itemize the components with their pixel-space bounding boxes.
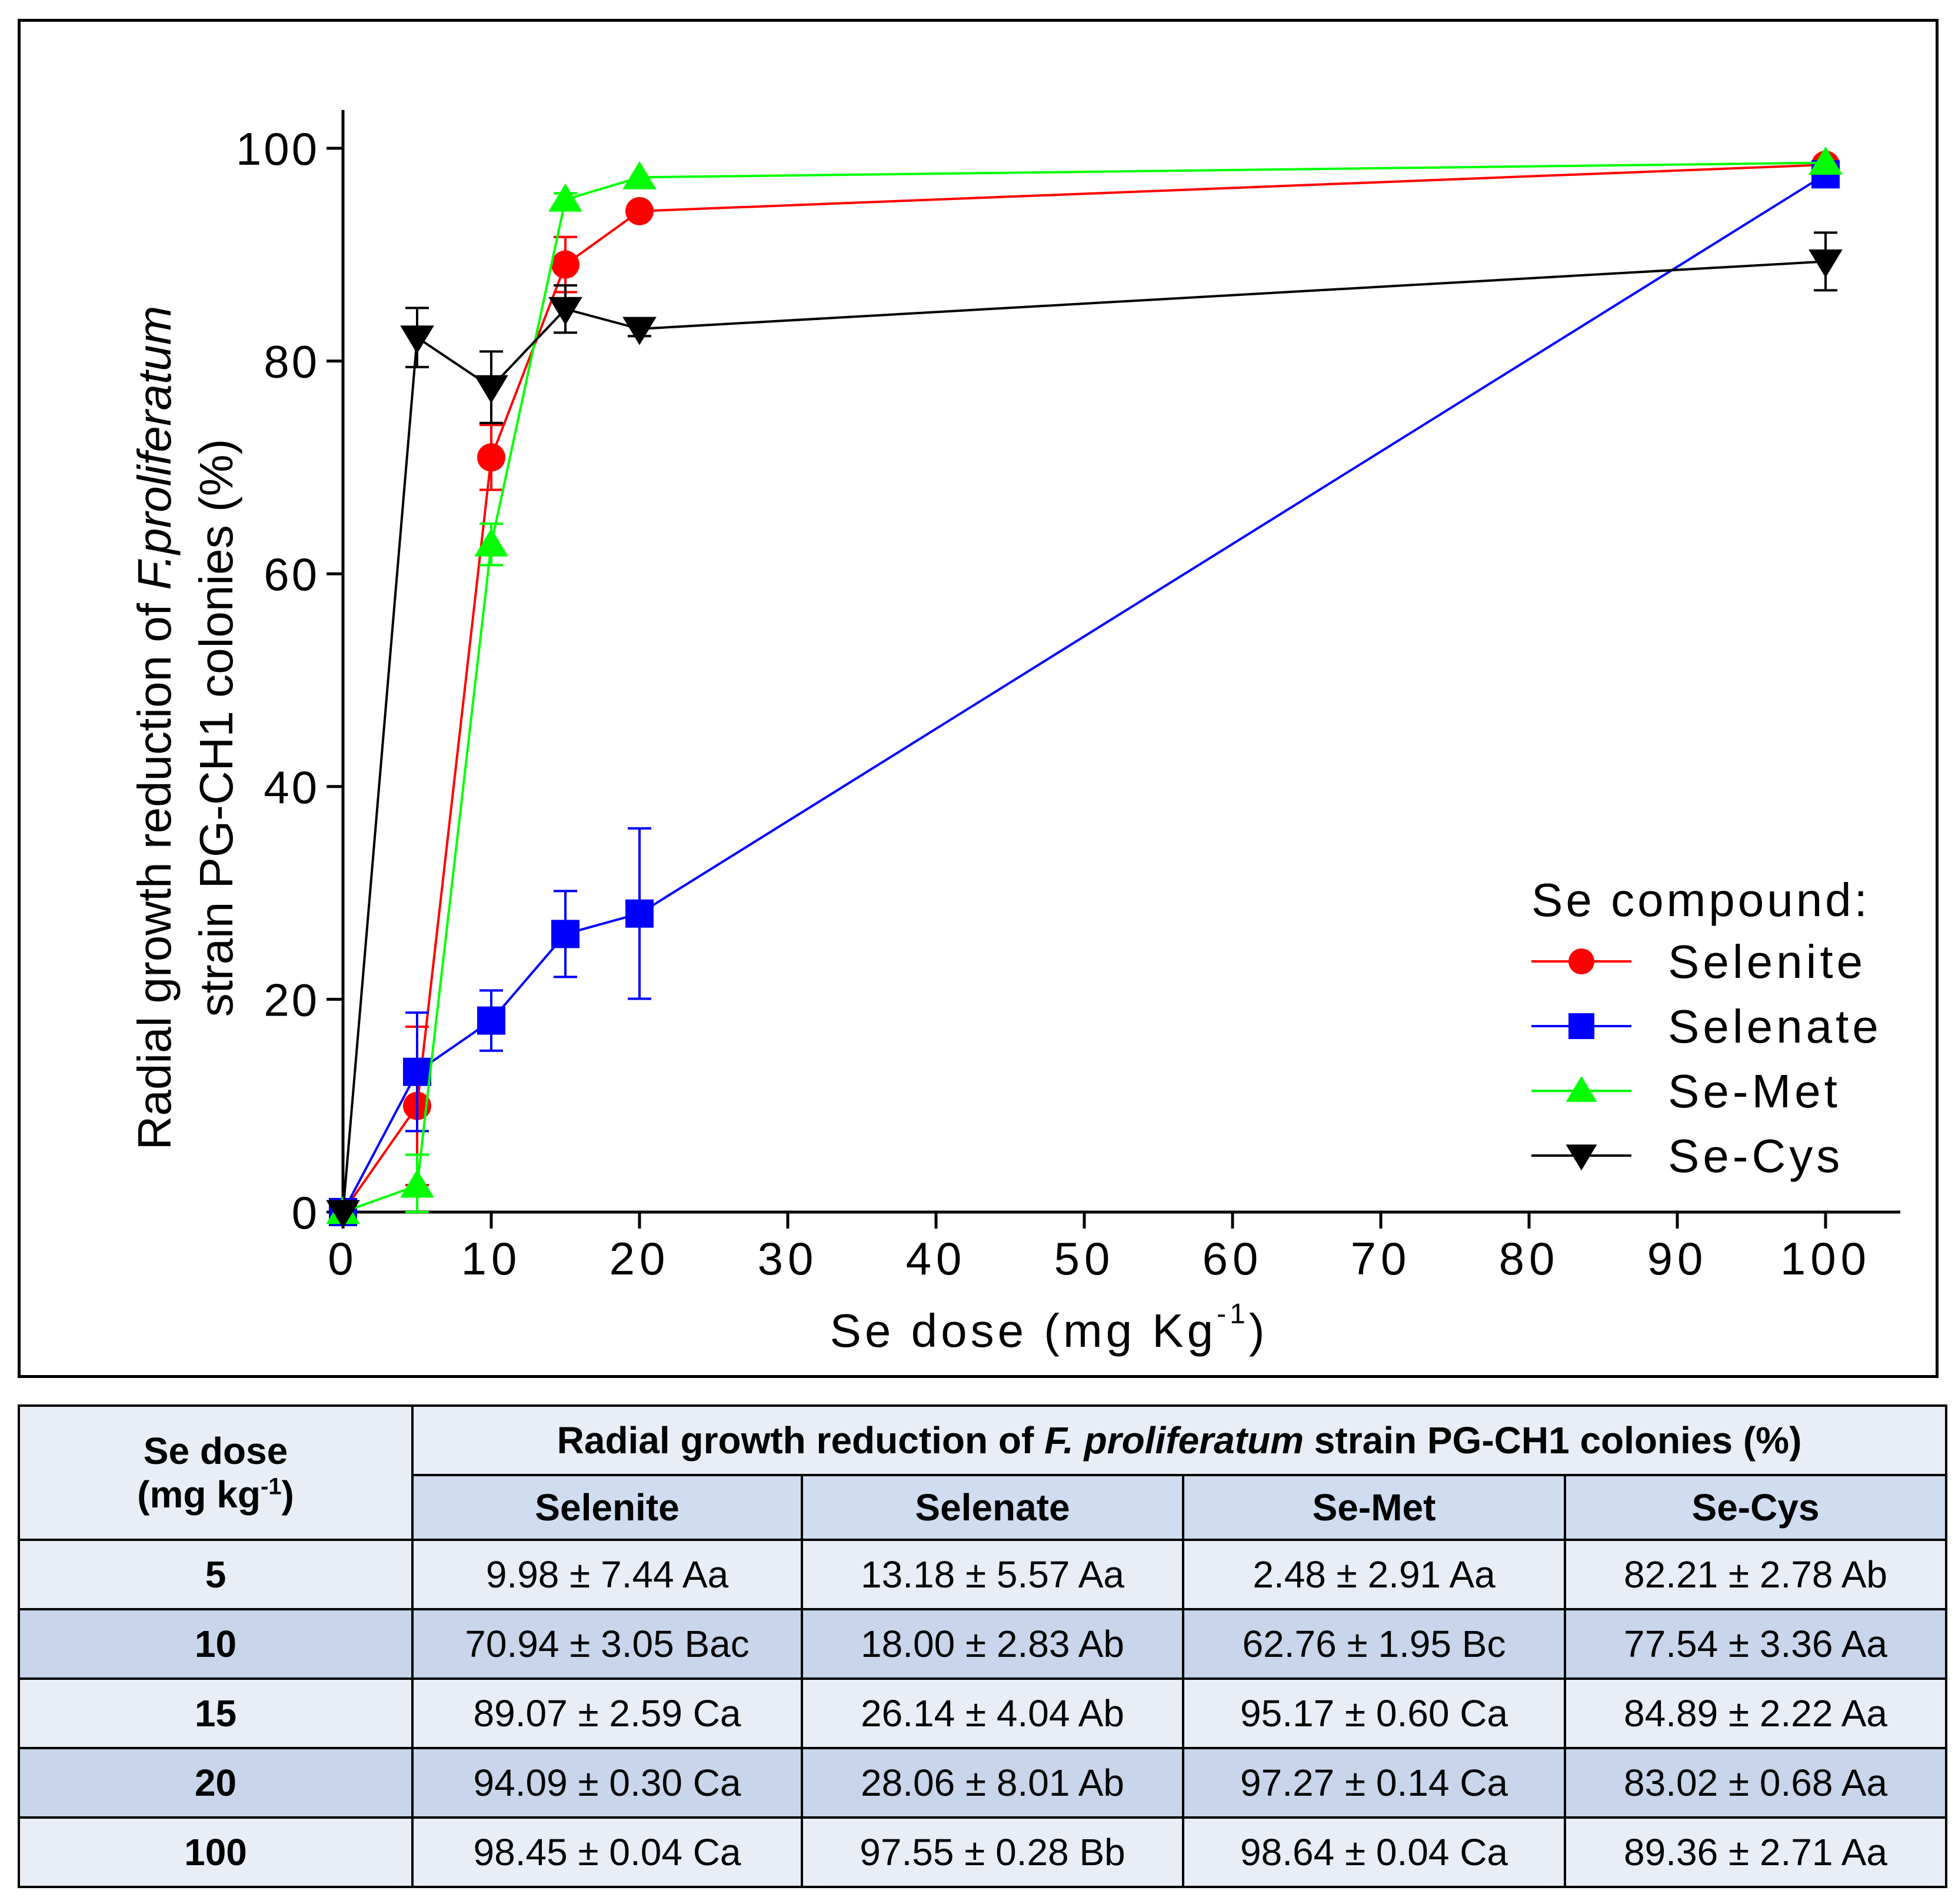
y-tick-label: 60 bbox=[264, 548, 319, 600]
table-row: 10 70.94 ± 3.05 Bac 18.00 ± 2.83 Ab 62.7… bbox=[18, 1608, 1947, 1680]
legend-marker-se-cys bbox=[1566, 1144, 1597, 1171]
dose-header-end: ) bbox=[281, 1473, 294, 1516]
y-axis-label-line2: strain PG-CH1 colonies (%) bbox=[190, 439, 242, 1017]
data-point-selenate bbox=[403, 1057, 431, 1086]
dose-column-header: Se dose (mg kg-1) bbox=[18, 1404, 414, 1541]
results-table: Se dose (mg kg-1) Radial growth reductio… bbox=[18, 1404, 1947, 1888]
data-point-se-met bbox=[400, 1169, 434, 1198]
x-axis-label-sup: -1 bbox=[1217, 1299, 1249, 1330]
line-chart: 0 10 20 30 40 50 60 70 80 90 100 0 20 40 60 80 100 Se dos… bbox=[128, 110, 1900, 1357]
data-point-se-cys bbox=[1809, 249, 1843, 278]
value-cell: 89.36 ± 2.71 Aa bbox=[1564, 1816, 1947, 1888]
table-row: 100 98.45 ± 0.04 Ca 97.55 ± 0.28 Bb 98.6… bbox=[18, 1816, 1947, 1888]
chart-frame: 0 10 20 30 40 50 60 70 80 90 100 0 20 40 60 80 100 Se dos… bbox=[18, 19, 1939, 1378]
dose-header-line2: (mg kg bbox=[137, 1473, 261, 1516]
x-tick-label: 60 bbox=[1203, 1233, 1263, 1284]
y-tick-label: 0 bbox=[292, 1187, 319, 1239]
value-cell: 2.48 ± 2.91 Aa bbox=[1182, 1539, 1566, 1610]
value-cell: 28.06 ± 8.01 Ab bbox=[801, 1747, 1184, 1819]
data-point-se-met bbox=[1809, 146, 1843, 175]
dose-cell: 10 bbox=[18, 1608, 414, 1680]
x-tick-label: 40 bbox=[906, 1233, 967, 1284]
data-point-se-cys bbox=[548, 297, 582, 325]
dose-cell: 5 bbox=[18, 1539, 414, 1610]
x-tick-label: 0 bbox=[328, 1233, 358, 1284]
column-header: Selenate bbox=[801, 1474, 1184, 1541]
legend-marker-selenate bbox=[1568, 1013, 1594, 1039]
value-cell: 98.45 ± 0.04 Ca bbox=[411, 1816, 803, 1888]
data-point-selenate bbox=[477, 1006, 505, 1035]
data-point-selenate bbox=[625, 899, 654, 928]
value-cell: 62.76 ± 1.95 Bc bbox=[1182, 1608, 1566, 1680]
data-point-se-met bbox=[474, 528, 508, 557]
x-tick-label: 70 bbox=[1351, 1233, 1411, 1284]
legend-label-se-cys: Se-Cys bbox=[1668, 1130, 1843, 1182]
column-header: Selenite bbox=[411, 1474, 803, 1541]
dose-cell: 15 bbox=[18, 1677, 414, 1749]
legend-marker-selenite bbox=[1568, 948, 1594, 974]
table-row: 20 94.09 ± 0.30 Ca 28.06 ± 8.01 Ab 97.27… bbox=[18, 1747, 1947, 1819]
y-tick-label: 40 bbox=[264, 761, 319, 813]
x-tick-label: 80 bbox=[1499, 1233, 1560, 1284]
value-cell: 18.00 ± 2.83 Ab bbox=[801, 1608, 1184, 1680]
y-tick-label: 80 bbox=[264, 336, 319, 388]
value-cell: 70.94 ± 3.05 Bac bbox=[411, 1608, 803, 1680]
group-header-suffix: strain PG-CH1 colonies (%) bbox=[1304, 1419, 1802, 1462]
group-header-species: F. proliferatum bbox=[1044, 1419, 1304, 1462]
x-tick-label: 90 bbox=[1647, 1233, 1708, 1284]
value-cell: 98.64 ± 0.04 Ca bbox=[1182, 1816, 1566, 1888]
x-tick-label: 10 bbox=[461, 1233, 522, 1284]
y-tick-label: 100 bbox=[236, 123, 319, 175]
data-point-se-cys bbox=[474, 375, 508, 404]
data-point-selenite bbox=[477, 443, 505, 472]
data-point-se-cys bbox=[326, 1200, 360, 1229]
legend-marker-se-met bbox=[1566, 1076, 1597, 1102]
x-tick-label: 100 bbox=[1780, 1233, 1871, 1284]
x-axis-label: Se dose (mg Kg-1) bbox=[830, 1299, 1268, 1357]
column-header: Se-Cys bbox=[1564, 1474, 1947, 1541]
x-tick-label: 50 bbox=[1054, 1233, 1115, 1284]
series-line-se-cys bbox=[342, 260, 1826, 1213]
x-axis-label-end: ) bbox=[1249, 1304, 1268, 1357]
column-header: Se-Met bbox=[1182, 1474, 1566, 1541]
value-cell: 13.18 ± 5.57 Aa bbox=[801, 1539, 1184, 1610]
y-axis-label-line1: Radial growth reduction of F.proliferatu… bbox=[128, 306, 181, 1150]
group-header: Radial growth reduction of F. proliferat… bbox=[411, 1404, 1947, 1476]
dose-header-sup: -1 bbox=[260, 1473, 282, 1500]
data-point-se-cys bbox=[622, 317, 657, 345]
y-axis-label-species: F.proliferatum bbox=[128, 306, 181, 590]
dose-cell: 100 bbox=[18, 1816, 414, 1888]
data-point-se-cys bbox=[400, 325, 434, 354]
table-row: 15 89.07 ± 2.59 Ca 26.14 ± 4.04 Ab 95.17… bbox=[18, 1677, 1947, 1749]
value-cell: 82.21 ± 2.78 Ab bbox=[1564, 1539, 1947, 1610]
value-cell: 97.55 ± 0.28 Bb bbox=[801, 1816, 1184, 1888]
data-point-se-met bbox=[622, 161, 657, 189]
data-point-se-met bbox=[548, 183, 582, 212]
legend-label-se-met: Se-Met bbox=[1668, 1065, 1841, 1117]
x-tick-label: 20 bbox=[610, 1233, 670, 1284]
y-tick-label: 20 bbox=[264, 974, 319, 1026]
value-cell: 89.07 ± 2.59 Ca bbox=[411, 1677, 803, 1749]
group-header-prefix: Radial growth reduction of bbox=[557, 1419, 1045, 1462]
legend-title: Se compound: bbox=[1531, 874, 1870, 926]
value-cell: 83.02 ± 0.68 Aa bbox=[1564, 1747, 1947, 1819]
table-row: 5 9.98 ± 7.44 Aa 13.18 ± 5.57 Aa 2.48 ± … bbox=[18, 1539, 1947, 1610]
legend-label-selenite: Selenite bbox=[1668, 936, 1866, 988]
dose-cell: 20 bbox=[18, 1747, 414, 1819]
data-point-selenate bbox=[551, 920, 579, 948]
value-cell: 94.09 ± 0.30 Ca bbox=[411, 1747, 803, 1819]
series-line-selenate bbox=[342, 173, 1827, 1213]
value-cell: 95.17 ± 0.60 Ca bbox=[1182, 1677, 1566, 1749]
x-tick-label: 30 bbox=[758, 1233, 818, 1284]
value-cell: 84.89 ± 2.22 Aa bbox=[1564, 1677, 1947, 1749]
dose-header-line1: Se dose bbox=[143, 1430, 288, 1472]
series-line-selenite bbox=[342, 164, 1826, 1213]
value-cell: 26.14 ± 4.04 Ab bbox=[801, 1677, 1184, 1749]
data-point-selenite bbox=[625, 197, 654, 225]
value-cell: 77.54 ± 3.36 Aa bbox=[1564, 1608, 1947, 1680]
value-cell: 97.27 ± 0.14 Ca bbox=[1182, 1747, 1566, 1819]
legend-label-selenate: Selenate bbox=[1668, 1000, 1882, 1053]
value-cell: 9.98 ± 7.44 Aa bbox=[411, 1539, 803, 1610]
data-point-selenite bbox=[551, 250, 579, 279]
